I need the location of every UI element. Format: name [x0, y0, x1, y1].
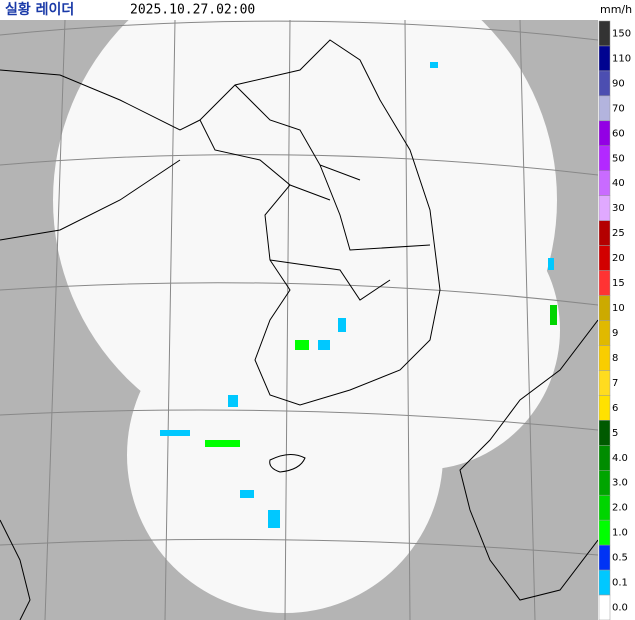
legend-swatch	[598, 494, 611, 521]
legend-swatch	[598, 20, 611, 47]
title: 실황 레이더	[5, 1, 74, 18]
unit: mm/h	[600, 3, 632, 16]
timestamp: 2025.10.27.02:00	[130, 3, 255, 18]
legend-label: 10	[612, 303, 625, 314]
legend-swatch	[598, 145, 611, 172]
legend-swatch	[598, 345, 611, 371]
coastline	[0, 39, 598, 620]
legend-label: 0.0	[612, 603, 628, 614]
legend-swatch	[598, 519, 611, 546]
legend-label: 90	[612, 78, 625, 89]
grid	[0, 20, 598, 620]
legend-label: 0.1	[612, 578, 628, 589]
legend-swatch	[598, 270, 611, 296]
legend-label: 0.5	[612, 553, 628, 564]
legend-swatch	[598, 470, 611, 496]
legend-label: 7	[612, 378, 618, 389]
legend-swatch	[598, 295, 611, 321]
legend-label: 2.0	[612, 503, 628, 514]
legend-swatch	[598, 170, 611, 196]
legend-swatch	[598, 445, 611, 471]
legend-label: 30	[612, 203, 625, 214]
header-bar	[0, 0, 635, 20]
legend-label: 4.0	[612, 453, 628, 464]
legend-swatch	[598, 569, 611, 596]
rain-echo	[160, 62, 557, 528]
legend-label: 150	[612, 28, 631, 39]
legend-swatch	[598, 420, 611, 446]
legend-swatch	[598, 120, 611, 147]
legend-swatch	[598, 245, 611, 271]
legend-swatch	[598, 370, 611, 396]
legend-swatch	[598, 195, 611, 221]
legend-label: 70	[612, 103, 625, 114]
legend-swatch	[598, 70, 611, 97]
map	[0, 20, 598, 620]
legend-label: 8	[612, 353, 618, 364]
legend-label: 9	[612, 328, 618, 339]
legend-label: 40	[612, 178, 625, 189]
legend-swatch	[598, 594, 611, 620]
legend-label: 3.0	[612, 478, 628, 489]
legend: 150 110 90 70 60 50 40 30 25 20 15 10 9 8 7 6 5 4.0 3.0 2.0…	[598, 20, 635, 620]
legend-label: 5	[612, 428, 618, 439]
legend-label: 60	[612, 128, 625, 139]
radar-coverage	[53, 20, 560, 613]
legend-label: 15	[612, 278, 625, 289]
legend-swatch	[598, 95, 611, 122]
legend-swatch	[598, 395, 611, 421]
legend-label: 6	[612, 403, 618, 414]
legend-label: 25	[612, 228, 625, 239]
legend-label: 50	[612, 153, 625, 164]
legend-label: 110	[612, 53, 631, 64]
legend-label: 1.0	[612, 528, 628, 539]
legend-swatch	[598, 544, 611, 571]
legend-swatch	[598, 320, 611, 346]
legend-swatch	[598, 45, 611, 72]
legend-label: 20	[612, 253, 625, 264]
legend-swatch	[598, 220, 611, 246]
